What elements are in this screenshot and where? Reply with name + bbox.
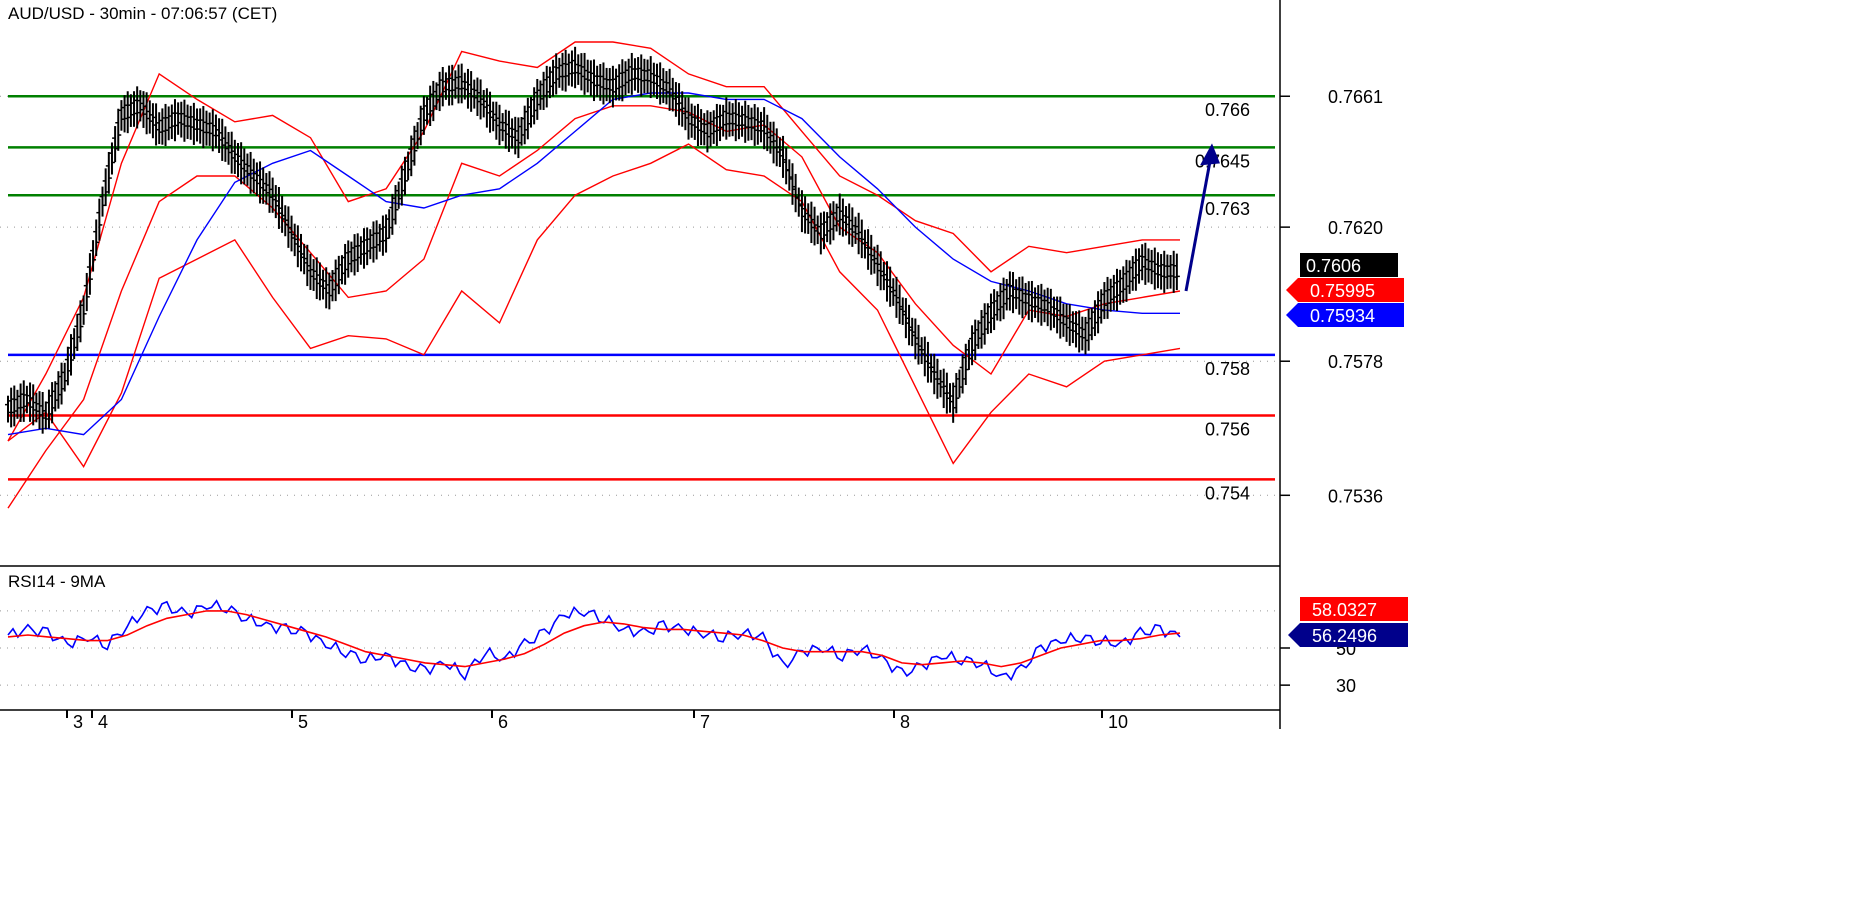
rsi-chart-title: RSI14 - 9MA	[8, 572, 106, 591]
rsi-flag-label: 56.2496	[1312, 626, 1377, 646]
rsi-lines	[7, 599, 1181, 682]
rsi-flags: 58.0327 56.2496	[1288, 597, 1408, 647]
level-label: 0.763	[1205, 199, 1250, 219]
price-flag-label: 0.7606	[1306, 256, 1361, 276]
rsi-ma-line	[7, 610, 1181, 668]
time-tick-label: 4	[98, 712, 108, 732]
level-label: 0.756	[1205, 419, 1250, 439]
price-flag-box	[1300, 253, 1398, 277]
rsi-line	[7, 599, 1181, 682]
price-flag-label: 0.75934	[1310, 306, 1375, 326]
price-flag-label: 0.75995	[1310, 281, 1375, 301]
rsi-flag-box	[1288, 623, 1408, 647]
price-tick-label: 0.7578	[1328, 352, 1383, 372]
main-chart-title: AUD/USD - 30min - 07:06:57 (CET)	[8, 4, 277, 23]
time-axis-labels: 3 4 5 6 7 8 10	[66, 710, 1128, 732]
arrow-shaft	[1184, 161, 1212, 292]
rsi-tick-label: 30	[1336, 676, 1356, 696]
rsi-flag-box	[1300, 597, 1408, 621]
level-label: 0.758	[1205, 359, 1250, 379]
indicator-line	[7, 41, 1180, 442]
price-flags: 0.7606 0.75995 0.75934	[1286, 253, 1404, 327]
level-label: 0.754	[1205, 483, 1250, 503]
time-tick-label: 8	[900, 712, 910, 732]
projection-arrow	[1184, 143, 1220, 292]
price-bars	[5, 46, 1180, 434]
arrow-head	[1200, 143, 1220, 166]
time-tick-label: 5	[298, 712, 308, 732]
time-tick-label: 7	[700, 712, 710, 732]
time-tick-label: 10	[1108, 712, 1128, 732]
indicator-lines	[7, 41, 1181, 509]
indicator-line	[7, 92, 1180, 436]
time-tick-label: 6	[498, 712, 508, 732]
indicator-line	[7, 143, 1181, 468]
price-axis-labels: 0.7661 0.7620 0.7578 0.7536	[1280, 87, 1383, 506]
level-label: 0.766	[1205, 100, 1250, 120]
price-flag-box	[1286, 303, 1404, 327]
price-flag-box	[1286, 278, 1404, 302]
indicator-line	[7, 105, 1181, 509]
time-tick-label: 3	[73, 712, 83, 732]
price-tick-label: 0.7620	[1328, 218, 1383, 238]
rsi-flag-label: 58.0327	[1312, 600, 1377, 620]
price-tick-label: 0.7536	[1328, 486, 1383, 506]
price-tick-label: 0.7661	[1328, 87, 1383, 107]
